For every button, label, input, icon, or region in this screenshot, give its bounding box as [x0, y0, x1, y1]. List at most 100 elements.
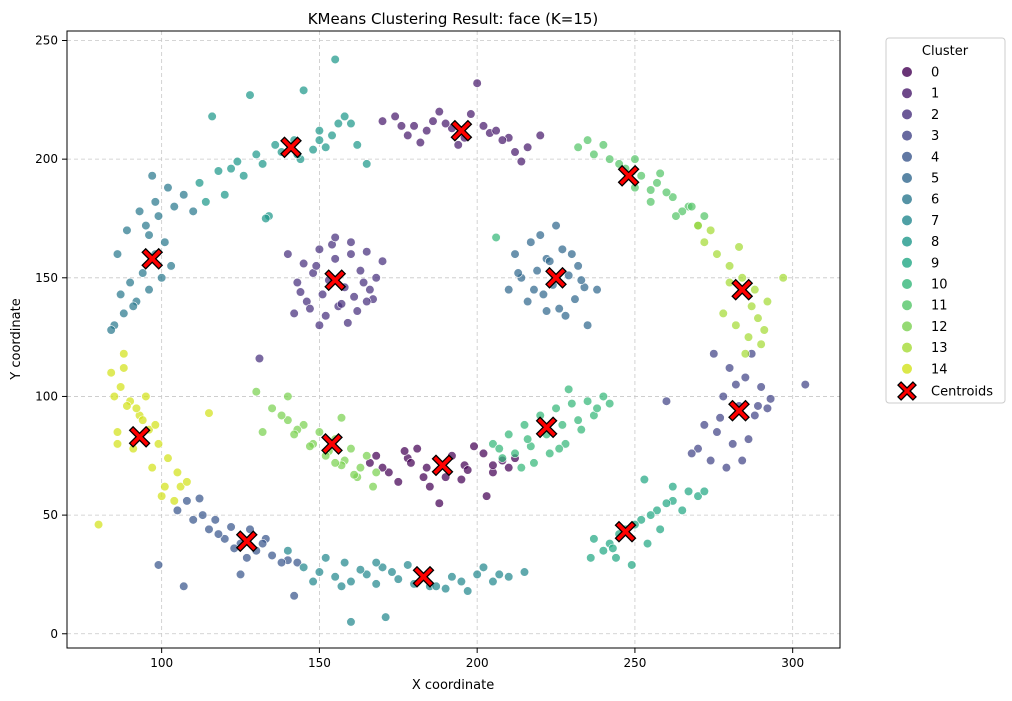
data-point — [463, 465, 473, 475]
legend-swatch — [902, 67, 912, 77]
data-point — [551, 220, 561, 231]
data-point — [422, 126, 432, 136]
data-point — [642, 538, 653, 549]
data-point — [535, 230, 545, 240]
grid-lines — [67, 31, 840, 648]
data-point — [384, 467, 394, 477]
data-point — [270, 140, 280, 150]
data-point — [365, 285, 375, 295]
data-point — [283, 415, 293, 425]
data-point — [283, 249, 293, 259]
data-point — [564, 270, 574, 281]
data-point — [267, 403, 277, 413]
centroid-marker — [321, 432, 343, 455]
data-point — [756, 339, 766, 349]
x-axis-ticks: 100 150 200 250 300 — [150, 648, 804, 670]
data-point — [122, 401, 132, 411]
data-point — [586, 553, 596, 563]
y-tick-label: 150 — [35, 271, 58, 285]
legend-swatch — [902, 88, 912, 99]
data-point — [371, 579, 381, 589]
data-point — [396, 121, 407, 131]
data-point — [122, 225, 132, 235]
legend-label: 12 — [931, 320, 948, 335]
data-point — [646, 197, 656, 207]
data-point — [683, 486, 694, 496]
legend-swatch — [902, 151, 912, 162]
data-point — [160, 482, 170, 492]
data-point — [453, 140, 463, 150]
data-point — [573, 142, 583, 152]
data-point — [116, 289, 126, 300]
data-point — [724, 261, 735, 271]
data-point — [362, 296, 372, 307]
data-point — [504, 429, 514, 440]
data-point — [276, 557, 287, 568]
legend-swatch — [902, 300, 912, 311]
data-point — [655, 524, 665, 534]
x-tick-label: 250 — [623, 656, 646, 670]
data-point — [116, 382, 126, 392]
data-point — [321, 553, 331, 563]
data-point — [765, 394, 776, 404]
data-point — [314, 135, 325, 145]
data-point — [299, 85, 309, 95]
data-point — [166, 261, 176, 271]
data-point — [242, 553, 252, 563]
data-point — [582, 135, 593, 145]
data-point — [330, 232, 340, 243]
legend-centroid-label: Centroids — [931, 385, 993, 400]
data-point — [516, 156, 526, 167]
data-point — [295, 287, 306, 297]
data-point — [204, 524, 214, 534]
data-point — [239, 171, 249, 181]
data-point — [740, 349, 750, 359]
data-point — [355, 565, 366, 575]
data-point — [434, 107, 444, 117]
centroid-marker — [450, 119, 473, 142]
legend-swatch — [902, 363, 912, 374]
data-point — [425, 482, 435, 492]
data-point — [258, 159, 268, 169]
data-point — [349, 470, 359, 480]
data-point — [712, 427, 722, 437]
legend-swatch — [902, 279, 912, 289]
data-point — [693, 220, 703, 231]
data-point — [393, 477, 403, 487]
data-point — [706, 225, 716, 235]
x-tick-label: 100 — [150, 656, 173, 670]
data-point — [639, 474, 649, 485]
data-point — [661, 187, 672, 197]
data-point — [267, 550, 277, 561]
legend-swatch — [902, 321, 912, 332]
data-point — [381, 612, 391, 622]
data-point — [226, 164, 236, 174]
data-point — [175, 482, 186, 492]
legend-swatch — [902, 109, 912, 120]
centroid-marker — [324, 269, 347, 292]
data-point — [538, 289, 549, 300]
data-point — [661, 498, 672, 508]
data-point — [535, 130, 545, 141]
data-point — [213, 529, 224, 539]
data-point — [314, 567, 325, 577]
data-point — [510, 249, 520, 259]
data-point — [141, 391, 151, 402]
data-point — [333, 118, 343, 129]
data-point — [570, 294, 580, 304]
data-point — [387, 567, 397, 577]
data-point — [362, 451, 372, 461]
data-point — [93, 519, 104, 530]
data-point — [409, 121, 419, 131]
data-point — [718, 391, 728, 402]
data-point — [778, 273, 788, 283]
data-point — [157, 491, 167, 501]
data-point — [478, 448, 489, 459]
data-point — [456, 576, 466, 587]
legend-label: 13 — [931, 341, 948, 356]
data-point — [529, 458, 539, 468]
data-point — [693, 491, 703, 501]
data-point — [699, 211, 709, 221]
data-point — [519, 567, 530, 577]
